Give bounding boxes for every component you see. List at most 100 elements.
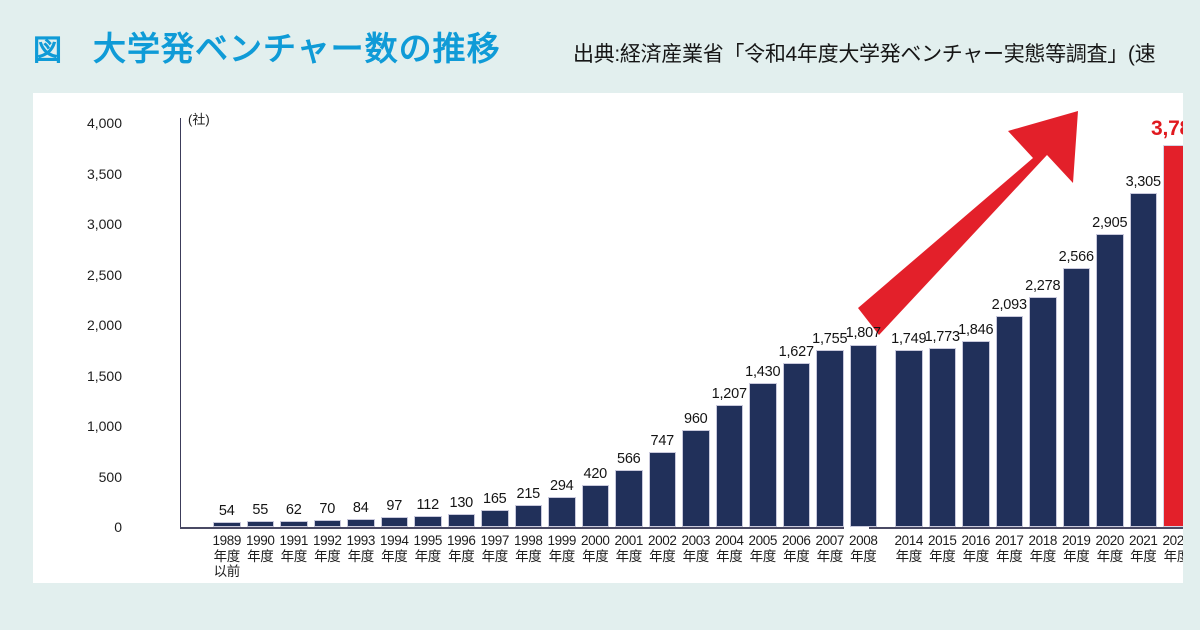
bar-2003 xyxy=(682,430,710,527)
x-axis-tick-label: 1992 年度 xyxy=(313,533,342,564)
bar-value-label: 84 xyxy=(352,499,369,516)
x-axis-line-left xyxy=(180,527,844,529)
bar-value-label: 2,905 xyxy=(1092,214,1128,231)
bar-2017 xyxy=(995,315,1023,527)
bar-2020 xyxy=(1096,233,1124,527)
x-axis-tick-label: 2020 年度 xyxy=(1095,533,1125,564)
x-axis-tick-label: 2007 年度 xyxy=(815,533,845,564)
bar-value-label: 566 xyxy=(616,450,641,467)
x-axis-tick-label: 1995 年度 xyxy=(413,533,443,564)
bar-value-label: 215 xyxy=(516,486,541,503)
x-axis-tick-label: 2021 年度 xyxy=(1129,533,1158,564)
source-attribution: 出典:経済産業省「令和4年度大学発ベンチャー実態等調査」(速 xyxy=(573,43,1156,66)
bar-1999 xyxy=(548,497,576,527)
bar-2005 xyxy=(749,382,777,527)
x-axis-tick-label: 1996 年度 xyxy=(447,533,476,564)
x-axis-tick-label: 2001 年度 xyxy=(614,533,644,564)
bar-value-label: 55 xyxy=(252,502,269,519)
bar-value-label: 112 xyxy=(416,496,440,513)
bar-value-label: 960 xyxy=(683,411,708,428)
bar-1990 xyxy=(246,521,274,527)
x-axis-tick-label: 2005 年度 xyxy=(748,533,778,564)
y-axis-tick-label: 4,000 xyxy=(86,115,122,131)
bar-value-label: 420 xyxy=(583,465,608,482)
bar-value-label: 1,807 xyxy=(845,325,881,342)
x-axis-tick-label: 2014 年度 xyxy=(894,533,924,564)
bar-value-label: 747 xyxy=(650,432,675,449)
bar-value-label: 1,846 xyxy=(958,321,994,338)
x-axis-tick-label: 2019 年度 xyxy=(1062,533,1091,564)
header: 図 大学発ベンチャー数の推移 出典:経済産業省「令和4年度大学発ベンチャー実態等… xyxy=(0,24,1200,76)
bar-value-label: 1,749 xyxy=(891,331,927,348)
bar-1995 xyxy=(414,515,442,527)
bar-value-label: 1,755 xyxy=(812,330,848,347)
x-axis-tick-label: 1991 年度 xyxy=(279,533,309,564)
bar-2008 xyxy=(849,344,877,527)
y-axis-tick-label: 500 xyxy=(98,468,122,485)
bar-2018 xyxy=(1029,296,1057,527)
bar-1996 xyxy=(447,513,475,527)
x-axis-tick-label: 1999 年度 xyxy=(547,533,577,564)
x-axis-tick-label: 2004 年度 xyxy=(715,533,744,564)
bar-2016 xyxy=(962,340,990,527)
x-axis-tick-label: 2003 年度 xyxy=(681,533,711,564)
figure-label: 図 xyxy=(33,35,63,67)
bar-value-label: 3,305 xyxy=(1125,174,1161,191)
bar-1989 xyxy=(213,521,241,527)
x-axis-tick-label: 1998 年度 xyxy=(514,533,543,564)
y-axis-unit-label: (社) xyxy=(188,112,210,127)
y-axis-tick-label: 1,000 xyxy=(86,418,122,434)
page-title: 大学発ベンチャー数の推移 xyxy=(93,30,501,67)
bar-2007 xyxy=(816,349,844,527)
x-axis-tick-label: 1993 年度 xyxy=(346,533,376,564)
bar-2001 xyxy=(615,469,643,527)
bar-value-label: 3,782 xyxy=(1150,117,1183,141)
y-axis-tick-label: 3,500 xyxy=(86,165,122,182)
x-axis-tick-label: 2018 年度 xyxy=(1028,533,1058,564)
y-axis-tick-label: 0 xyxy=(114,519,122,535)
bar-2006 xyxy=(782,362,810,527)
y-axis-tick-label: 3,000 xyxy=(86,216,122,232)
bar-value-label: 97 xyxy=(386,498,403,515)
bar-2021 xyxy=(1129,193,1157,527)
bar-value-label: 294 xyxy=(549,478,574,495)
x-axis-tick-label: 1990 年度 xyxy=(246,533,275,564)
x-axis-tick-label: 2008 年度 xyxy=(849,533,878,564)
bar-2002 xyxy=(648,451,676,527)
bar-1994 xyxy=(380,517,408,527)
bar-1991 xyxy=(280,520,308,527)
bar-value-label: 130 xyxy=(449,494,474,511)
chart-panel: (社) 4,000 3,500 3,000 2,500 2,000 1,500 1,000 5… xyxy=(33,93,1183,583)
bar-2022 xyxy=(1163,145,1183,527)
bar-value-label: 1,430 xyxy=(745,363,781,380)
x-axis-tick-label: 1997 年度 xyxy=(480,533,510,564)
bar-value-label: 54 xyxy=(218,502,235,519)
x-axis-tick-label: 2017 年度 xyxy=(995,533,1024,564)
x-axis-tick-label: 1989 年度 以前 xyxy=(212,533,242,579)
y-axis-tick-label: 2,000 xyxy=(86,317,122,333)
bar-1993 xyxy=(347,518,375,527)
bar-2000 xyxy=(581,484,609,527)
bar-value-label: 70 xyxy=(319,500,336,517)
x-axis-tick-label: 2016 年度 xyxy=(961,533,991,564)
bar-value-label: 165 xyxy=(482,491,507,508)
bar-value-label: 1,207 xyxy=(711,386,747,403)
bar-2014 xyxy=(895,350,923,527)
bar-1992 xyxy=(313,519,341,527)
x-axis-tick-label: 2015 年度 xyxy=(928,533,957,564)
bar-value-label: 62 xyxy=(285,501,302,518)
bar-chart: (社) 4,000 3,500 3,000 2,500 2,000 1,500 1,000 5… xyxy=(33,93,1183,583)
x-axis-tick-label: 2002 年度 xyxy=(648,533,677,564)
bar-value-label: 2,566 xyxy=(1058,248,1094,265)
bar-1997 xyxy=(481,510,509,527)
bar-value-label: 1,773 xyxy=(924,328,960,345)
y-axis-tick-label: 2,500 xyxy=(86,266,122,283)
y-axis-line xyxy=(180,118,181,527)
y-axis-tick-label: 1,500 xyxy=(86,367,122,384)
bar-value-label: 2,093 xyxy=(991,296,1027,313)
bar-value-label: 1,627 xyxy=(778,343,814,360)
x-axis-line-right xyxy=(869,527,1183,529)
x-axis-tick-label: 1994 年度 xyxy=(380,533,409,564)
x-axis-tick-label: 2022年度 xyxy=(1162,533,1183,564)
